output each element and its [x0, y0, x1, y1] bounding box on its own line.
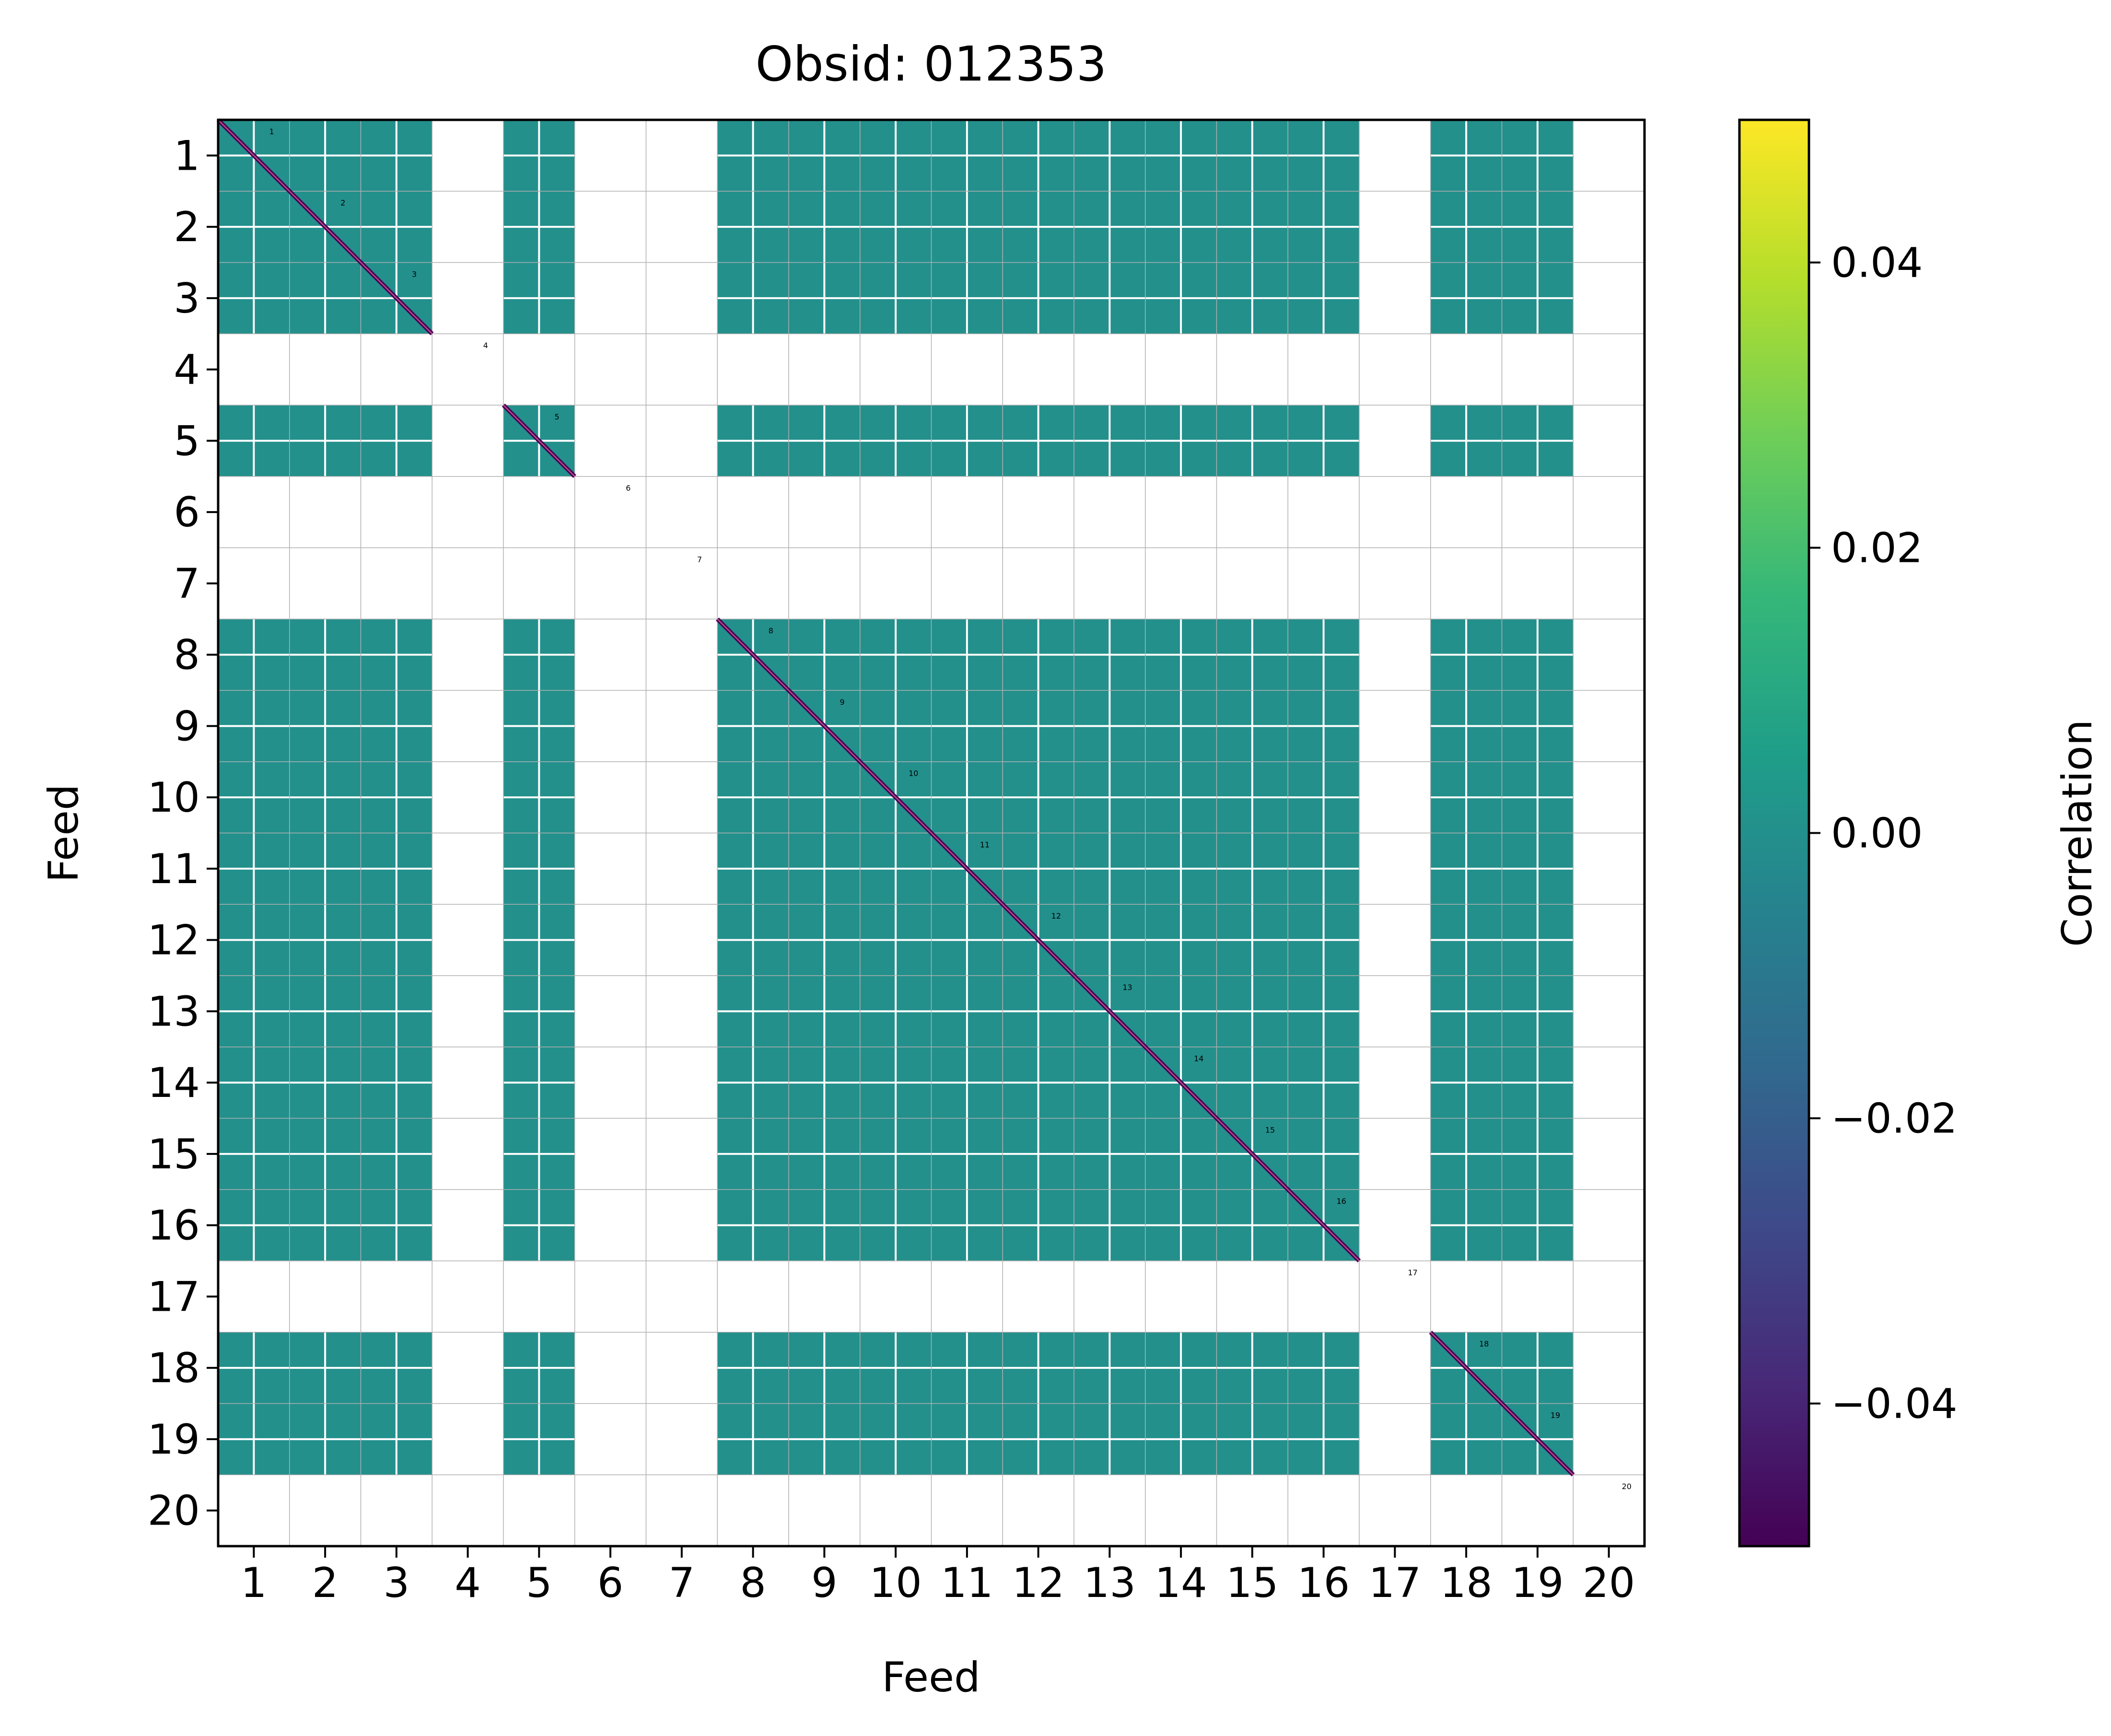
- colorbar-ticks: −0.04 −0.02 0.00 0.02 0.04: [1809, 239, 1958, 1428]
- feed-grid-lines: [218, 120, 1644, 1546]
- diagonal-feed-label: 12: [1051, 911, 1061, 920]
- diagonal-feed-label: 14: [1194, 1054, 1203, 1063]
- diagonal-highlight: [1430, 1331, 1503, 1404]
- diagonal-feed-label: 16: [1337, 1197, 1346, 1206]
- colorbar-gradient: [1738, 118, 1810, 1548]
- chart-title: Obsid: 012353: [756, 36, 1107, 92]
- diagonal-highlight: [1287, 1189, 1360, 1261]
- x-tick-label: 14: [1155, 1559, 1207, 1607]
- plot-frame: [217, 118, 1646, 1548]
- diagonal-feed-label: 11: [980, 840, 990, 849]
- diagonal-highlight: [503, 405, 575, 477]
- diagonal-highlight: [788, 690, 861, 762]
- x-tick-label: 8: [740, 1559, 766, 1607]
- diagonal-feed-label: 5: [554, 412, 559, 421]
- x-axis-label: Feed: [882, 1654, 980, 1701]
- y-tick-label: 9: [174, 702, 200, 750]
- diagonal-feed-label: 17: [1408, 1268, 1417, 1277]
- x-tick-label: 15: [1226, 1559, 1278, 1607]
- y-tick-label: 19: [148, 1416, 200, 1464]
- diagonal-highlight: [360, 262, 433, 335]
- diagonal-highlight: [1501, 1403, 1574, 1476]
- diagonal-highlight: [218, 119, 290, 192]
- colorbar-tick-label: −0.04: [1831, 1380, 1958, 1428]
- diagonal-highlight: [717, 618, 789, 691]
- y-tick-label: 7: [174, 560, 200, 608]
- x-tick-label: 3: [384, 1559, 410, 1607]
- x-tick-label: 2: [312, 1559, 338, 1607]
- y-tick-label: 8: [174, 631, 200, 679]
- x-tick-label: 18: [1440, 1559, 1492, 1607]
- x-tick-label: 16: [1297, 1559, 1350, 1607]
- diagonal-feed-label: 1: [269, 127, 274, 136]
- x-tick-label: 5: [526, 1559, 552, 1607]
- colorbar-tick-label: 0.04: [1831, 239, 1923, 287]
- y-tick-label: 14: [148, 1059, 200, 1107]
- diagonal-highlight: [1002, 904, 1074, 976]
- y-tick-label: 2: [174, 203, 200, 251]
- x-tick-label: 12: [1012, 1559, 1064, 1607]
- colorbar-tick-label: 0.02: [1831, 524, 1923, 572]
- diagonal-feed-label: 4: [483, 341, 488, 350]
- diagonal-feed-label: 15: [1265, 1125, 1275, 1134]
- x-tick-label: 7: [669, 1559, 695, 1607]
- x-tick-label: 19: [1511, 1559, 1563, 1607]
- diagonal-feed-label: 6: [626, 484, 630, 493]
- y-tick-label: 13: [148, 988, 200, 1036]
- diagonal-feed-label: 20: [1622, 1482, 1632, 1491]
- diagonal-highlight: [1144, 1046, 1217, 1119]
- y-tick-label: 6: [174, 489, 200, 536]
- x-tick-label: 1: [241, 1559, 267, 1607]
- diagonal-feed-label: 10: [909, 769, 918, 778]
- colorbar-tick-label: 0.00: [1831, 810, 1923, 858]
- colorbar: −0.04 −0.02 0.00 0.02 0.04 Correlation: [1738, 118, 2101, 1548]
- diagonal-feed-label: 8: [769, 626, 773, 635]
- diagonal-feed-label: 9: [840, 698, 844, 707]
- colorbar-label: Correlation: [2053, 720, 2101, 947]
- diagonal-highlight: [859, 761, 932, 834]
- x-tick-label: 10: [869, 1559, 921, 1607]
- y-tick-label: 3: [174, 275, 200, 323]
- x-tick-label: 17: [1369, 1559, 1421, 1607]
- x-tick-label: 9: [811, 1559, 838, 1607]
- y-tick-label: 15: [148, 1130, 200, 1178]
- y-tick-label: 20: [148, 1487, 200, 1535]
- y-tick-label: 16: [148, 1202, 200, 1250]
- diagonal-highlight: [1216, 1118, 1289, 1190]
- y-tick-label: 18: [148, 1344, 200, 1392]
- x-axis-ticks: 1 2 3 4 5 6 7 8 9 10 11 12 13 14 15 16 17 18 19 20: [241, 1546, 1635, 1607]
- y-tick-label: 1: [174, 132, 200, 180]
- y-tick-label: 12: [148, 917, 200, 965]
- diagonal-feed-label: 2: [340, 198, 345, 208]
- colorbar-tick-label: −0.02: [1831, 1095, 1958, 1143]
- diagonal-feed-label: 7: [697, 555, 702, 564]
- y-tick-label: 4: [174, 346, 200, 394]
- diagonal-highlight: [289, 190, 362, 263]
- x-tick-label: 4: [455, 1559, 481, 1607]
- diagonal-feed-label: 3: [412, 269, 417, 279]
- diagonal-highlight: [931, 832, 1003, 905]
- y-tick-label: 11: [148, 845, 200, 893]
- diagonal-feed-label: 18: [1479, 1340, 1489, 1349]
- diagonal-feed-label: 13: [1122, 983, 1132, 992]
- diagonal-highlight: [1073, 975, 1146, 1048]
- y-tick-label: 5: [174, 417, 200, 465]
- y-axis-label: Feed: [40, 784, 88, 882]
- x-tick-label: 13: [1084, 1559, 1136, 1607]
- x-tick-label: 20: [1583, 1559, 1635, 1607]
- cell-grid-lines: [218, 120, 1574, 1475]
- diagonal-feed-label: 19: [1551, 1410, 1560, 1420]
- y-tick-label: 17: [148, 1273, 200, 1321]
- x-tick-label: 11: [941, 1559, 993, 1607]
- x-tick-label: 6: [597, 1559, 624, 1607]
- y-tick-label: 10: [148, 774, 200, 822]
